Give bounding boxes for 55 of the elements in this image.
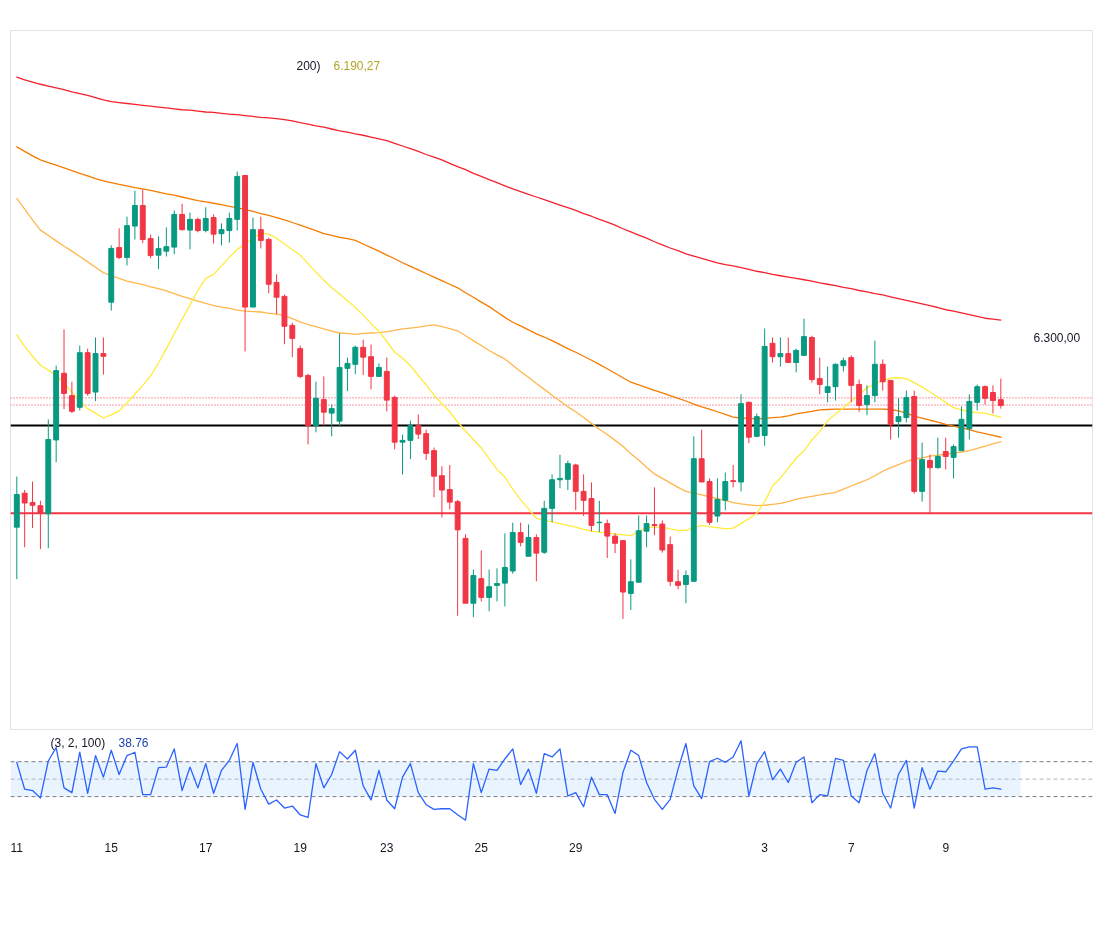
text: 6.300,00 <box>1033 331 1081 345</box>
candlestick <box>179 203 186 232</box>
x-tick-label: 7 <box>847 840 855 855</box>
candlestick <box>210 213 217 245</box>
candlestick <box>147 234 154 259</box>
candlestick <box>777 336 784 368</box>
x-tick-label: 29 <box>569 840 583 855</box>
candlestick <box>517 522 524 547</box>
candlestick <box>769 336 776 364</box>
candlestick <box>730 464 737 488</box>
candlestick <box>202 206 209 233</box>
candlestick <box>816 357 823 395</box>
candlestick <box>525 523 532 557</box>
candlestick <box>423 429 430 461</box>
candlestick <box>934 437 941 470</box>
candlestick <box>557 454 563 489</box>
x-tick-label: 17 <box>199 840 213 855</box>
text: 200) <box>296 58 321 73</box>
candlestick <box>793 348 800 373</box>
candlestick <box>368 344 374 390</box>
x-tick-label: 15 <box>104 840 119 855</box>
candlestick <box>785 336 792 364</box>
candlestick <box>564 460 571 491</box>
x-tick-label: 11 <box>10 840 24 855</box>
candlestick <box>942 437 949 470</box>
candlestick <box>187 212 193 250</box>
candlestick <box>494 567 500 602</box>
candlestick <box>604 519 611 559</box>
candlestick <box>864 384 870 416</box>
annotation: 38.76 <box>118 736 149 750</box>
candlestick <box>415 413 422 440</box>
text: 6.190,27 <box>333 59 381 73</box>
candlestick <box>974 383 981 411</box>
candlestick <box>486 569 493 612</box>
candlestick <box>360 339 367 376</box>
candlestick <box>879 358 886 392</box>
candlestick <box>116 227 123 260</box>
candlestick <box>675 569 681 590</box>
candlestick <box>612 532 619 554</box>
candlestick <box>801 318 807 356</box>
candlestick <box>131 190 138 240</box>
candlestick <box>446 464 453 510</box>
candlestick <box>501 532 508 607</box>
annotation: (3, 2, 100) <box>50 735 106 750</box>
candlestick <box>682 570 689 604</box>
x-tick-label: 25 <box>474 840 489 855</box>
x-tick-label: 19 <box>293 840 308 855</box>
x-tick-label: 3 <box>761 840 769 855</box>
candlestick <box>627 558 634 611</box>
candlestick <box>257 216 264 249</box>
candlestick <box>100 336 107 376</box>
candlestick <box>478 549 485 602</box>
x-tick-label: 23 <box>380 840 394 855</box>
candlestick <box>533 533 540 582</box>
x-tick-label: 9 <box>942 840 950 855</box>
